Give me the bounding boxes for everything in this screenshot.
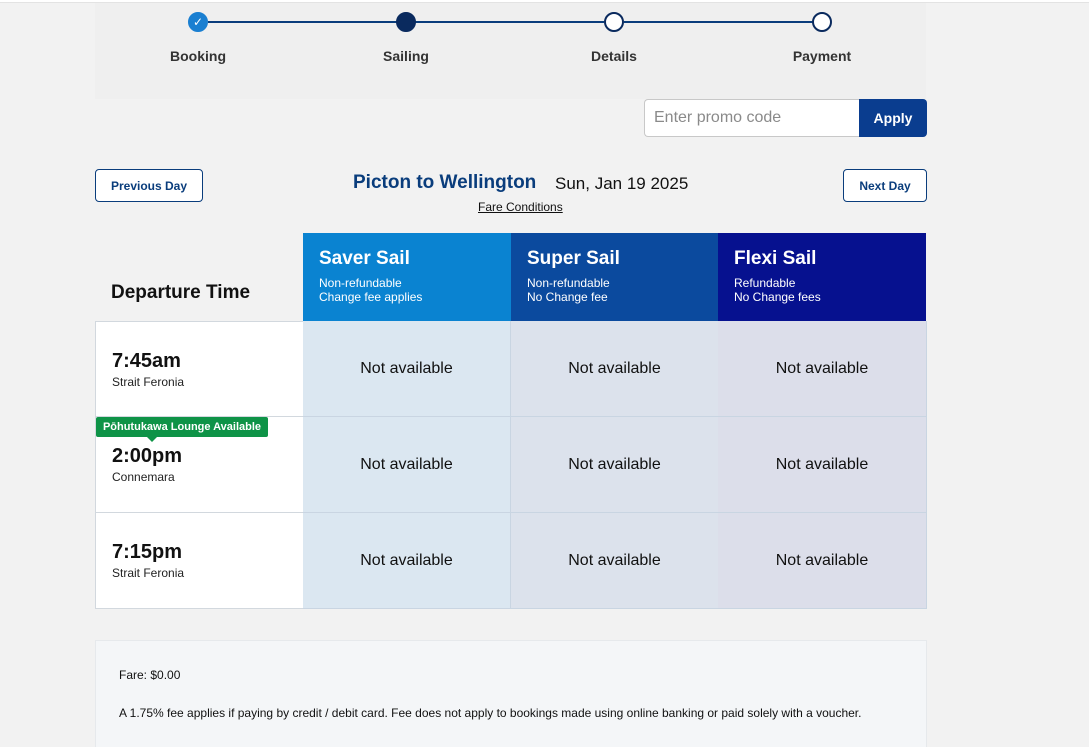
fare-cell-saver: Not available (303, 513, 511, 609)
fare-total: Fare: $0.00 (119, 668, 181, 682)
fare-desc-line1: Refundable (734, 276, 796, 290)
fare-header-saver-sail: Saver Sail Non-refundable Change fee app… (303, 233, 511, 321)
step-connector (208, 21, 405, 23)
top-border (0, 0, 1089, 3)
fare-summary-panel: Fare: $0.00 A 1.75% fee applies if payin… (95, 640, 927, 747)
step-booking-check-icon[interactable]: ✓ (188, 12, 208, 32)
departure-time-heading: Departure Time (111, 282, 251, 303)
step-label-payment: Payment (792, 48, 852, 64)
route-title: Picton to Wellington (353, 172, 537, 193)
apply-promo-button[interactable]: Apply (859, 99, 927, 137)
fare-cell-flexi: Not available (718, 321, 927, 417)
fare-name: Super Sail (527, 248, 620, 269)
step-connector (415, 21, 604, 23)
fare-conditions-link[interactable]: Fare Conditions (478, 200, 563, 214)
step-details-dot (604, 12, 624, 32)
vessel-name: Connemara (112, 470, 175, 484)
promo-code-input[interactable] (644, 99, 860, 137)
departure-time: 2:00pm (112, 445, 183, 467)
fare-cell-flexi: Not available (718, 513, 927, 609)
departure-time: 7:15pm (112, 541, 183, 563)
fare-desc-line2: No Change fees (734, 290, 821, 304)
next-day-button[interactable]: Next Day (843, 169, 927, 202)
departure-time: 7:45am (112, 350, 181, 372)
previous-day-button[interactable]: Previous Day (95, 169, 203, 202)
sailing-date: Sun, Jan 19 2025 (555, 174, 689, 193)
fare-desc-line1: Non-refundable (319, 276, 402, 290)
fare-header-super-sail: Super Sail Non-refundable No Change fee (511, 233, 719, 321)
step-label-sailing: Sailing (383, 48, 429, 64)
departure-row-745am: 7:45am Strait Feronia (95, 321, 303, 417)
fare-name: Flexi Sail (734, 248, 817, 269)
fare-name: Saver Sail (319, 248, 410, 269)
fare-desc-line2: No Change fee (527, 290, 608, 304)
step-label-booking[interactable]: Booking (170, 48, 226, 64)
lounge-available-badge: Pōhutukawa Lounge Available (96, 417, 268, 442)
step-sailing-dot (396, 12, 416, 32)
step-payment-dot (812, 12, 832, 32)
vessel-name: Strait Feronia (112, 375, 185, 389)
fare-cell-saver: Not available (303, 321, 511, 417)
departure-row-715pm: 7:15pm Strait Feronia (95, 513, 303, 609)
card-fee-note: A 1.75% fee applies if paying by credit … (119, 706, 862, 720)
fare-cell-super: Not available (511, 321, 719, 417)
step-label-details: Details (591, 48, 637, 64)
fare-cell-flexi: Not available (718, 417, 927, 513)
fare-desc-line2: Change fee applies (319, 290, 423, 304)
fare-cell-super: Not available (511, 513, 719, 609)
fare-desc-line1: Non-refundable (527, 276, 610, 290)
fare-header-flexi-sail: Flexi Sail Refundable No Change fees (718, 233, 926, 321)
departure-time-header: Departure Time (95, 233, 303, 321)
step-connector (624, 21, 822, 23)
vessel-name: Strait Feronia (112, 566, 185, 580)
progress-stepper: ✓ Booking Sailing Details Payment (95, 3, 926, 99)
fare-cell-super: Not available (511, 417, 719, 513)
fare-cell-saver: Not available (303, 417, 511, 513)
